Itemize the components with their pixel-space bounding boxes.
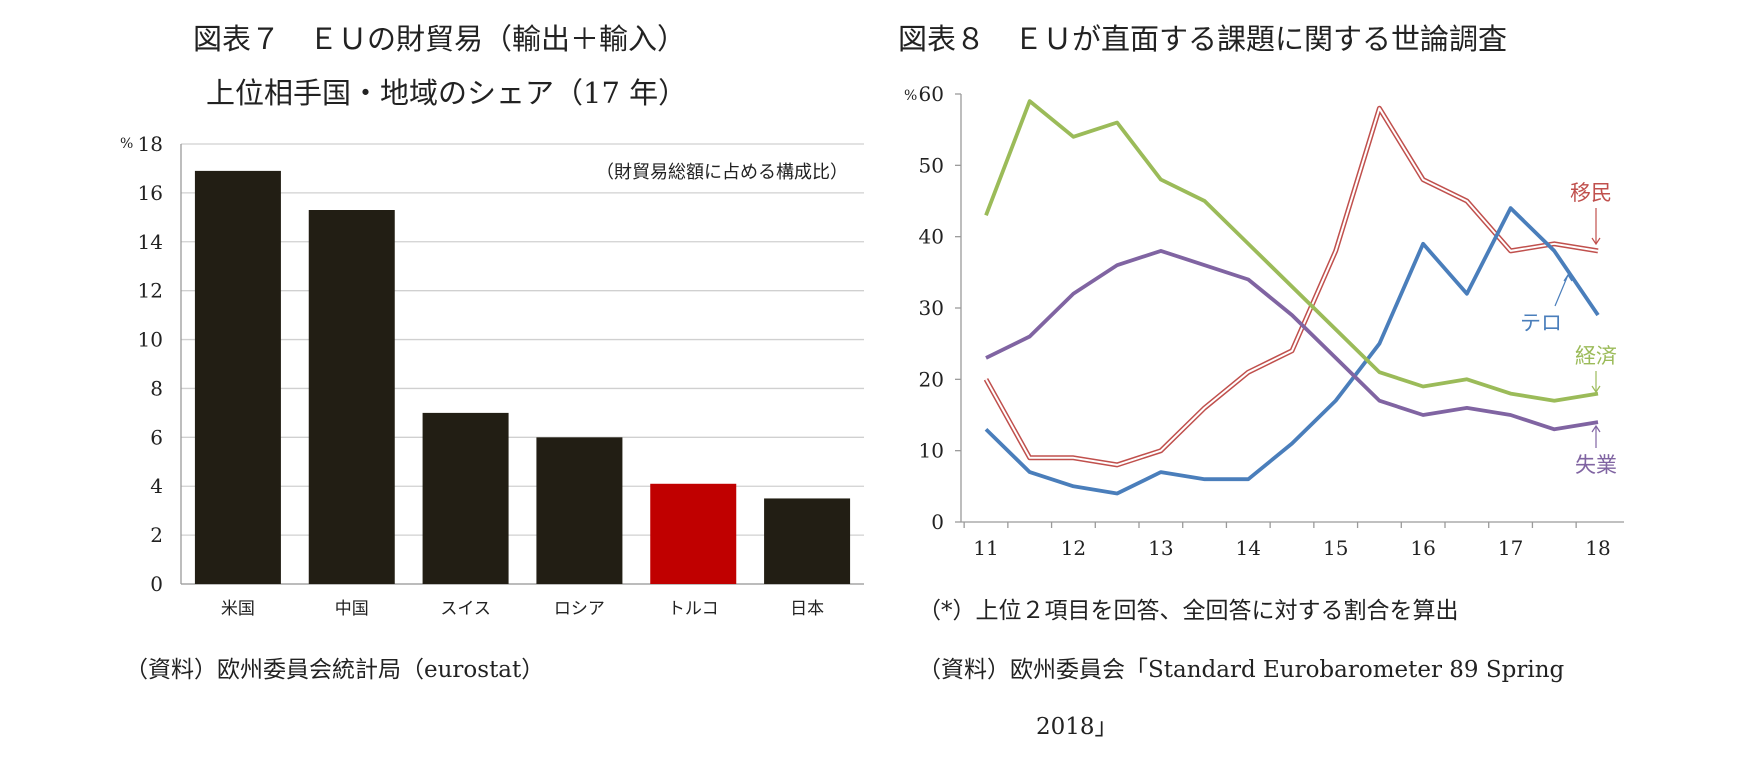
- bar: [308, 210, 395, 584]
- bar: [422, 412, 509, 584]
- bar-ytick-label: 0: [150, 572, 163, 596]
- line-xtick-label: 16: [1410, 536, 1435, 560]
- line-chart-title: 図表８ ＥＵが直面する課題に関する世論調査: [898, 22, 1508, 56]
- line-label-arrowhead: [1591, 424, 1601, 433]
- bar-category-label: トルコ: [668, 599, 719, 619]
- bar-chart-annotation: （財貿易総額に占める構成比）: [596, 162, 848, 183]
- bar-ytick-label: 12: [138, 279, 163, 303]
- line-chart-note: （*）上位２項目を回答、全回答に対する割合を算出: [918, 598, 1459, 624]
- bar: [536, 437, 623, 584]
- line-chart-source-line2: 2018」: [1036, 714, 1118, 740]
- bar-category-label: 中国: [335, 599, 369, 619]
- line-chart-source-line1: （資料）欧州委員会「Standard Eurobarometer 89 Spri…: [918, 657, 1565, 683]
- line-xtick-label: 17: [1498, 536, 1523, 560]
- line-ytick-label: 30: [919, 296, 944, 320]
- bar-category-label: 米国: [221, 599, 255, 619]
- line-unit-label: %: [904, 88, 917, 104]
- line-series-label: テロ: [1520, 311, 1562, 335]
- bar-ytick-label: 10: [138, 328, 163, 352]
- bar-ytick-label: 18: [138, 132, 163, 156]
- bar-unit-label: %: [120, 136, 133, 152]
- line-xtick-label: 15: [1323, 536, 1348, 560]
- line-xtick-label: 11: [973, 536, 998, 560]
- bar-chart-title: 図表７ ＥＵの財貿易（輸出＋輸入）: [193, 22, 687, 56]
- bar: [194, 170, 281, 584]
- bar-ytick-label: 2: [150, 523, 163, 547]
- bar: [650, 483, 737, 584]
- bar-ytick-label: 6: [150, 425, 163, 449]
- bar-category-label: スイス: [440, 599, 491, 619]
- line-series-label: 経済: [1575, 344, 1617, 368]
- line-xtick-label: 14: [1236, 536, 1261, 560]
- line-xtick-label: 13: [1148, 536, 1173, 560]
- line-series: [985, 248, 1599, 432]
- bar-ytick-label: 16: [138, 181, 163, 205]
- bar-ytick-label: 4: [150, 474, 163, 498]
- bar-category-label: ロシア: [554, 599, 605, 619]
- bar-chart-subtitle: 上位相手国・地域のシェア（17 年）: [206, 76, 688, 110]
- line-ytick-label: 20: [919, 367, 944, 391]
- line-xtick-label: 12: [1061, 536, 1086, 560]
- line-label-leader: [1554, 274, 1569, 307]
- bar-ytick-label: 8: [150, 376, 163, 400]
- line-series-label: 失業: [1575, 453, 1617, 477]
- line-xtick-label: 18: [1585, 536, 1610, 560]
- line-ytick-label: 40: [919, 225, 944, 249]
- line-series-label: 移民: [1570, 181, 1612, 205]
- bar-chart-source: （資料）欧州委員会統計局（eurostat）: [125, 657, 545, 683]
- line-ytick-label: 60: [919, 82, 944, 106]
- line-label-arrowhead: [1591, 237, 1601, 246]
- bar-category-label: 日本: [790, 599, 824, 619]
- bar-ytick-label: 14: [138, 230, 163, 254]
- line-series: [984, 206, 1600, 496]
- line-series: [984, 99, 1599, 403]
- line-ytick-label: 10: [919, 439, 944, 463]
- line-ytick-label: 50: [919, 153, 944, 177]
- line-ytick-label: 0: [931, 510, 944, 534]
- bar: [764, 498, 851, 584]
- line-label-arrowhead: [1563, 273, 1573, 282]
- line-label-arrowhead: [1591, 385, 1601, 394]
